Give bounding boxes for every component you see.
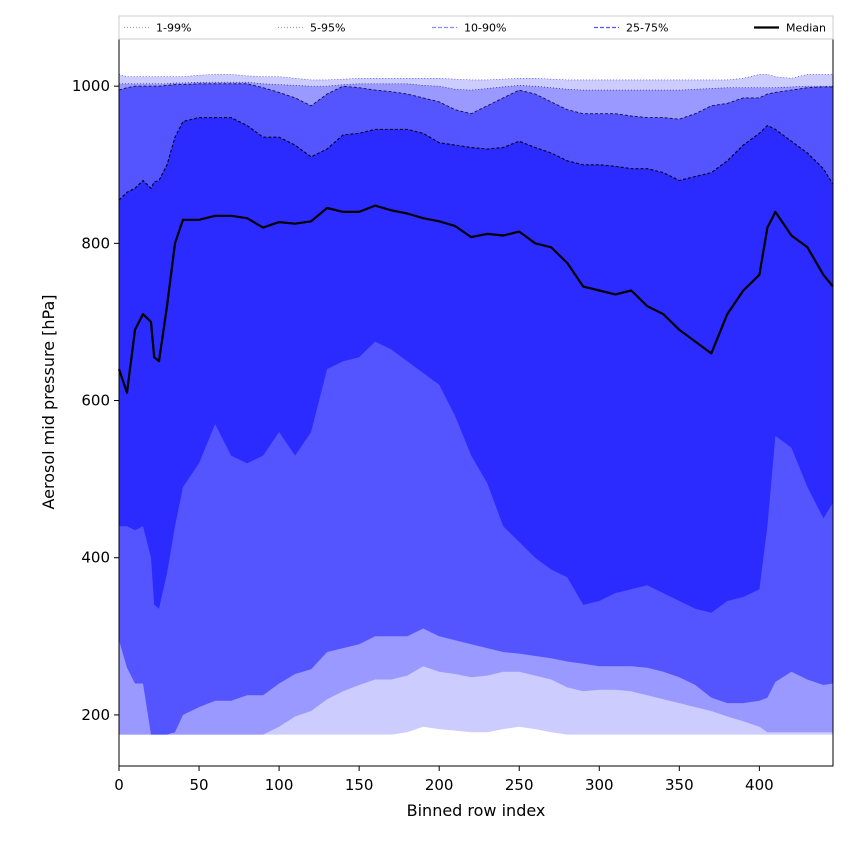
line-p75	[118, 117, 834, 201]
x-tick-label: 300	[585, 776, 614, 794]
y-tick-label: 200	[81, 706, 110, 724]
line-p95	[119, 81, 833, 91]
line-p99	[118, 74, 833, 81]
legend-label-3: 10-90%	[464, 22, 506, 35]
percentile-bands	[119, 74, 833, 735]
percentile-lines	[117, 74, 834, 394]
y-axis-ticks: 200 400 600 800 1000	[72, 77, 119, 724]
y-tick-label: 800	[81, 234, 110, 252]
legend-label-2: 5-95%	[310, 22, 345, 35]
x-tick-label: 100	[265, 776, 294, 794]
x-axis-title: Binned row index	[407, 801, 546, 820]
x-tick-label: 400	[745, 776, 774, 794]
y-tick-label: 1000	[72, 77, 110, 95]
x-tick-label: 50	[189, 776, 208, 794]
legend-box	[118, 15, 834, 40]
x-tick-label: 350	[665, 776, 694, 794]
legend: 1-99% 5-95% 10-90% 25-75% Median	[118, 15, 834, 40]
x-tick-label: 0	[114, 776, 124, 794]
legend-label-5: Median	[786, 22, 826, 35]
x-axis-ticks: 0 50 100 150 200 250 300 350 400	[114, 766, 774, 794]
y-tick-label: 600	[81, 392, 110, 410]
x-tick-label: 250	[505, 776, 534, 794]
y-tick-label: 400	[81, 549, 110, 567]
band-25-75	[119, 117, 833, 613]
y-axis-title: Aerosol mid pressure [hPa]	[39, 294, 58, 509]
legend-label-4: 25-75%	[626, 22, 668, 35]
median-line	[117, 204, 834, 394]
legend-label-1: 1-99%	[156, 22, 191, 35]
line-p90	[118, 83, 833, 120]
x-tick-label: 200	[425, 776, 454, 794]
x-tick-label: 150	[345, 776, 374, 794]
